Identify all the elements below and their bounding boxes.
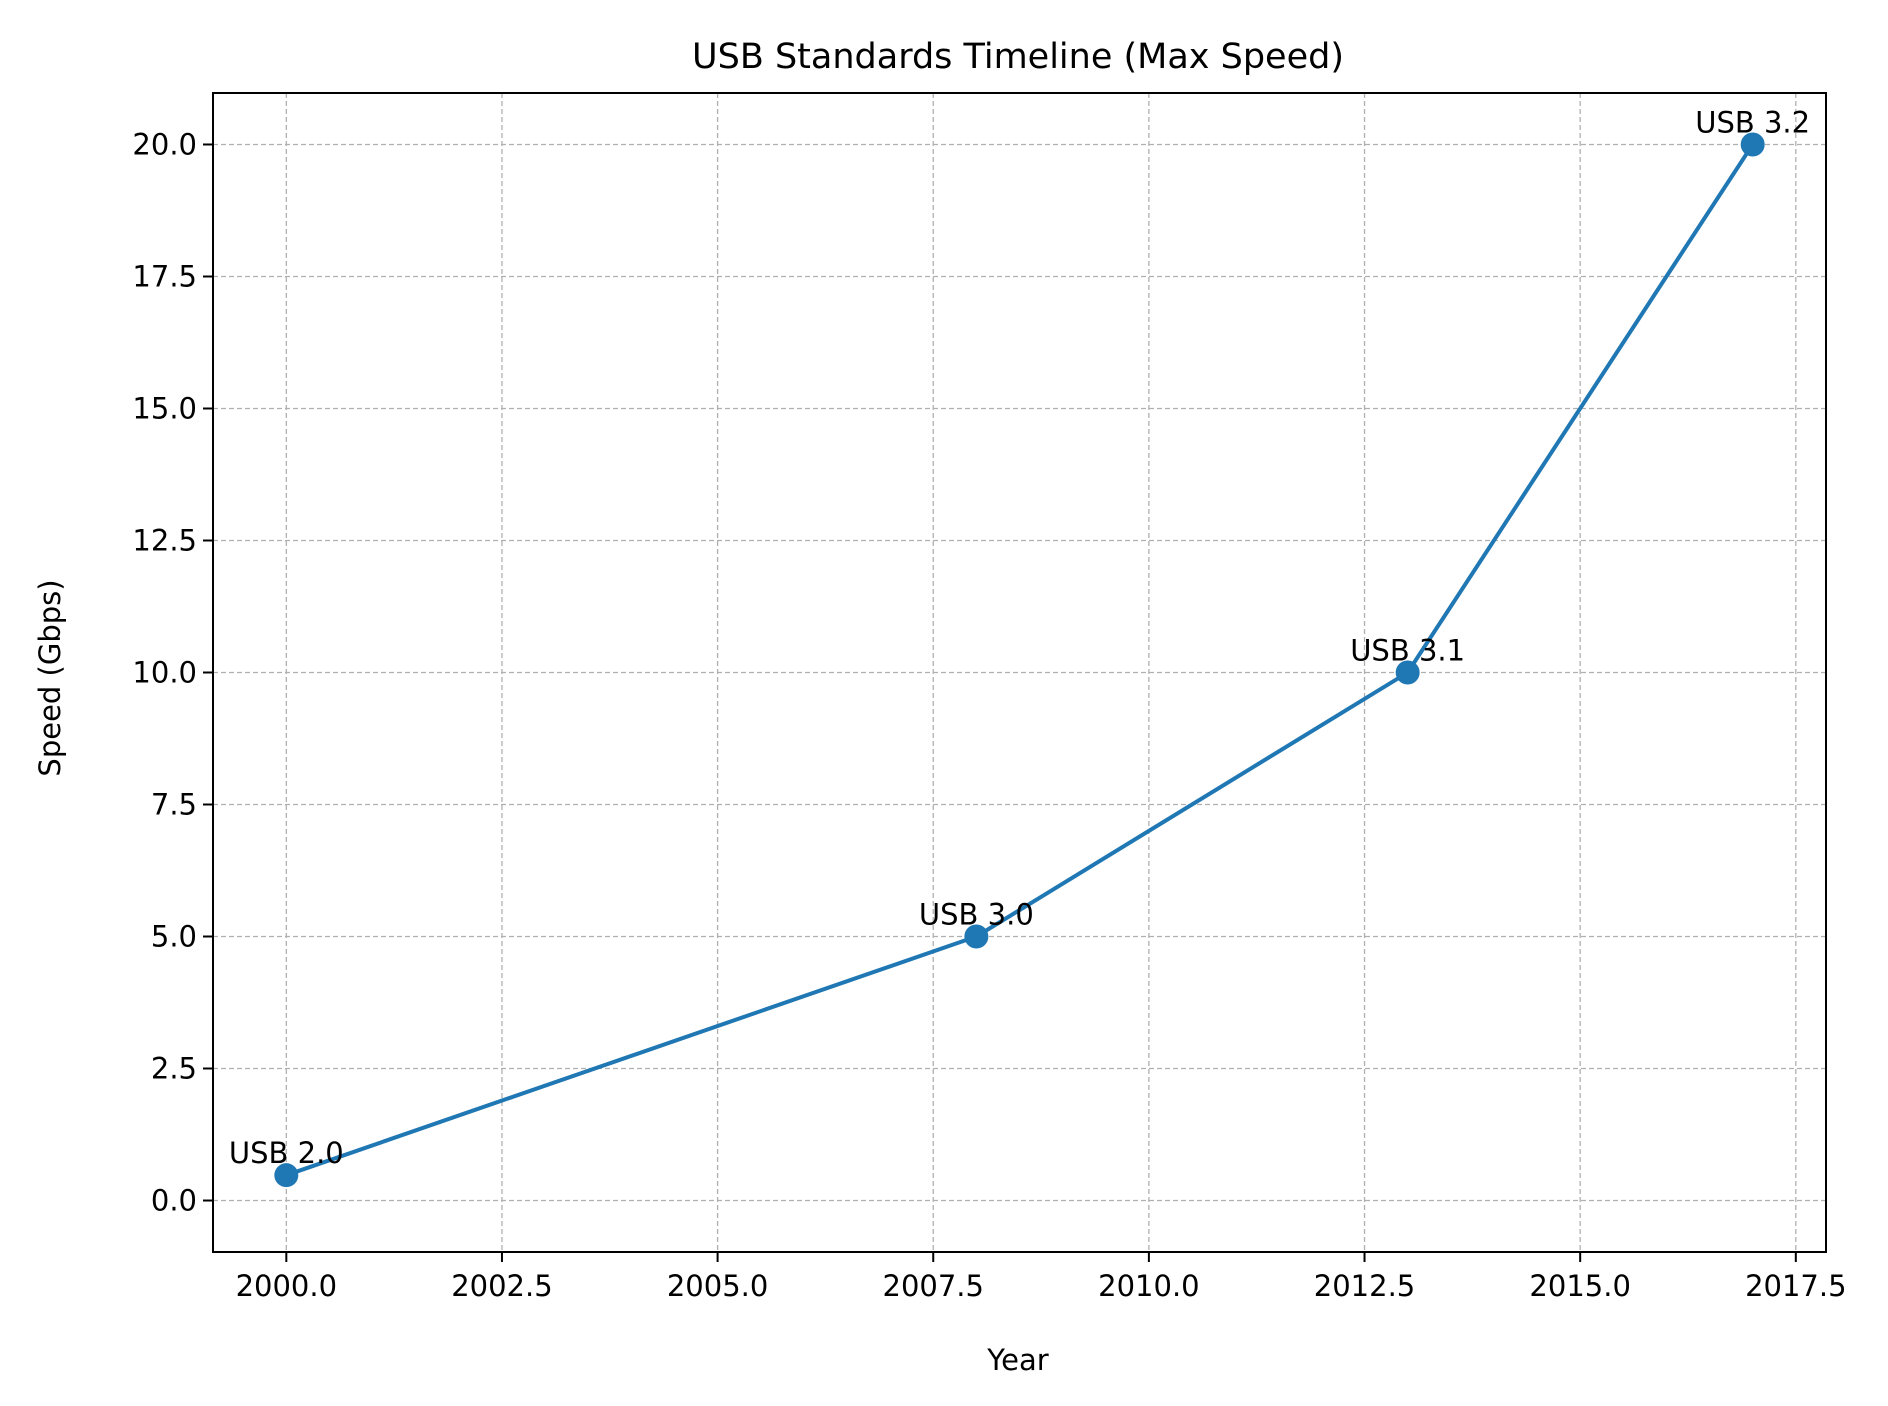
y-tick-label: 20.0 (132, 127, 197, 161)
data-point-label: USB 3.2 (1695, 105, 1810, 139)
x-tick-label: 2012.5 (1314, 1269, 1415, 1303)
series-line (285, 143, 1755, 1178)
grid-lines (213, 93, 1826, 1252)
x-tick-label: 2010.0 (1098, 1269, 1199, 1303)
y-tick-label: 7.5 (151, 788, 197, 822)
x-tick-label: 2005.0 (667, 1269, 768, 1303)
y-axis-title: Speed (Gbps) (33, 579, 67, 776)
x-tick-label: 2017.5 (1745, 1269, 1846, 1303)
data-point-label: USB 3.1 (1350, 634, 1465, 668)
x-tick-label: 2007.5 (883, 1269, 984, 1303)
y-axis-ticks: 0.0 2.5 5.0 7.5 10.0 12.5 15.0 17.5 20.0 (132, 127, 213, 1218)
data-point (274, 1163, 299, 1188)
series-line-layer (285, 143, 1755, 1178)
data-points (274, 132, 1765, 1188)
x-tick-label: 2000.0 (236, 1269, 337, 1303)
data-point (1395, 660, 1420, 685)
data-point (964, 924, 989, 949)
y-tick-label: 2.5 (151, 1052, 197, 1086)
x-axis-ticks: 2000.0 2002.5 2005.0 2007.5 2010.0 2012.5 2015… (236, 1252, 1847, 1303)
data-point-label: USB 3.0 (919, 898, 1034, 932)
data-point-label: USB 2.0 (229, 1136, 344, 1170)
y-tick-label: 17.5 (132, 259, 197, 293)
y-tick-label: 5.0 (151, 920, 197, 954)
chart-title: USB Standards Timeline (Max Speed) (692, 37, 1344, 77)
x-tick-label: 2015.0 (1529, 1269, 1630, 1303)
x-axis-title: Year (986, 1343, 1048, 1377)
x-tick-label: 2002.5 (451, 1269, 552, 1303)
y-tick-label: 10.0 (132, 656, 197, 690)
y-tick-label: 0.0 (151, 1184, 197, 1218)
data-point (1740, 132, 1765, 157)
y-tick-label: 12.5 (132, 523, 197, 557)
y-tick-label: 15.0 (132, 391, 197, 425)
point-labels: USB 2.0 USB 3.0 USB 3.1 USB 3.2 (229, 105, 1810, 1170)
